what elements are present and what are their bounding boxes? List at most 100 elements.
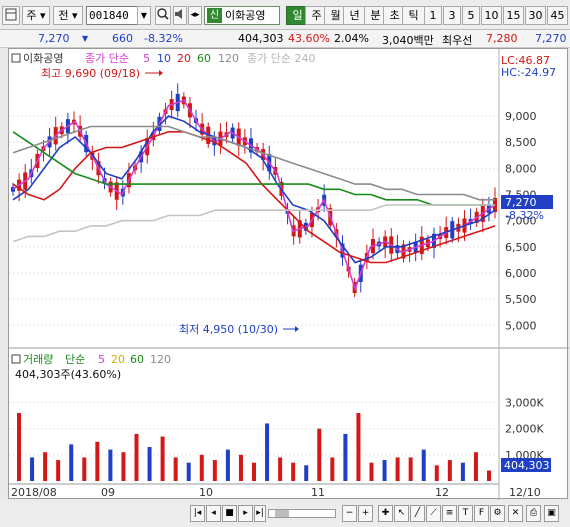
volume-bar	[278, 457, 283, 481]
interval-15[interactable]: 15	[503, 6, 524, 25]
arrow-icon[interactable]: ◂▸	[188, 6, 202, 25]
legend-ma5: 5	[143, 52, 150, 65]
volume-bar	[186, 462, 191, 481]
volume-bar	[382, 460, 387, 481]
scroll-first-icon[interactable]: |◂	[190, 505, 205, 522]
price-tick-label: 5,500	[505, 293, 537, 306]
trade-amount: 3,040백만	[382, 34, 434, 47]
legend-ma-label: 종가 단순	[85, 52, 129, 65]
trend-tool-icon[interactable]: ⟋	[426, 505, 441, 522]
line-tool-icon[interactable]: ╱	[410, 505, 425, 522]
volume-bar	[30, 457, 35, 481]
volume-legend-ma-label: 단순	[65, 353, 85, 366]
price-change: 660	[112, 32, 133, 45]
legend-box-icon[interactable]	[11, 53, 21, 63]
sin-badge: 신	[207, 8, 222, 23]
chart-canvas: 5,0005,5006,0006,5007,0007,5008,0008,500…	[9, 49, 569, 500]
scroll-last-icon[interactable]: ▸|	[254, 505, 266, 522]
settings-icon[interactable]: ⚙	[490, 505, 505, 522]
print-icon[interactable]: ⎙	[526, 505, 541, 522]
search-icon[interactable]	[155, 6, 171, 25]
layout-icon[interactable]	[2, 6, 20, 25]
channel-tool-icon[interactable]: ≡	[442, 505, 457, 522]
volume-bar	[82, 457, 87, 481]
price-tick-label: 8,000	[505, 162, 537, 175]
volume-bar	[421, 449, 426, 481]
legend-ma10: 10	[157, 52, 171, 65]
volume-legend[interactable]: 거래량 단순 5 20 60 120	[11, 353, 171, 366]
volume-legend-ma5: 5	[98, 353, 105, 366]
x-label-dec: 12	[435, 486, 449, 499]
volume-bar	[291, 462, 296, 481]
x-label-last-date: 12/10	[509, 486, 541, 499]
stock-name: 이화공영	[225, 9, 266, 22]
volume-bar	[108, 449, 113, 481]
volume-note: 404,303주(43.60%)	[15, 368, 121, 381]
volume-bar	[369, 462, 374, 481]
price-tick-label: 9,000	[505, 110, 537, 123]
price-change-pct: -8.32%	[144, 32, 183, 45]
interval-1[interactable]: 1	[424, 6, 442, 25]
best-quote-label: 최우선	[442, 34, 473, 47]
legend-stock-name: 이화공영	[23, 52, 63, 65]
volume-legend-box-icon[interactable]	[11, 354, 21, 364]
volume-bar	[225, 449, 230, 481]
price-tick-label: 5,000	[505, 319, 537, 332]
stock-code-input[interactable]: 001840	[86, 6, 150, 25]
volume-bar	[447, 460, 452, 481]
x-label-oct: 10	[199, 486, 213, 499]
chart-navigation-bar: |◂ ◂ ■ ▸ ▸| − + ✚ ↖ ╱ ⟋ ≡ T F ⚙ ✕ ⎙ ▣	[0, 500, 570, 527]
best-bid: 7,270	[535, 32, 567, 45]
volume-bar	[487, 470, 491, 481]
stock-chart[interactable]: 5,0005,5006,0006,5007,0007,5008,0008,500…	[8, 48, 569, 500]
volume-bar	[212, 460, 217, 481]
candles	[11, 83, 497, 298]
cursor-icon[interactable]: ↖	[394, 505, 409, 522]
type-select[interactable]: 전 ▾	[53, 6, 83, 25]
legend-ma20: 20	[177, 52, 191, 65]
interval-10[interactable]: 10	[481, 6, 502, 25]
volume-bar	[147, 447, 152, 481]
market-select[interactable]: 주 ▾	[22, 6, 50, 25]
scroll-stop-icon[interactable]: ■	[222, 505, 237, 522]
low-note: 최저 4,950 (10/30)	[179, 323, 278, 336]
high-arrow-head	[159, 70, 163, 76]
volume-bar	[199, 454, 204, 481]
zoom-out-icon[interactable]: −	[342, 505, 357, 522]
last-volume-tag	[501, 458, 551, 472]
speaker-icon[interactable]	[173, 6, 187, 25]
interval-45[interactable]: 45	[547, 6, 568, 25]
down-arrow-icon: ▼	[82, 34, 89, 43]
period-year[interactable]: 년	[343, 6, 366, 25]
ma-line-60	[12, 131, 495, 206]
save-icon[interactable]: ▣	[544, 505, 559, 522]
legend-ma240: 종가 단순 240	[247, 52, 315, 65]
volume-legend-ma120: 120	[150, 353, 171, 366]
current-price: 7,270	[38, 32, 70, 45]
interval-5[interactable]: 5	[462, 6, 480, 25]
ma-line-10	[12, 115, 496, 264]
volume-bar	[173, 457, 178, 481]
period-tick[interactable]: 틱	[402, 6, 425, 25]
x-axis-labels: 2018/08 09 10 11 12 12/10	[11, 486, 541, 499]
zoom-slider[interactable]	[268, 509, 336, 518]
text-tool-icon[interactable]: T	[458, 505, 473, 522]
ma-line-5	[12, 99, 496, 292]
zoom-slider-thumb[interactable]	[275, 510, 289, 517]
fibonacci-tool-icon[interactable]: F	[474, 505, 489, 522]
erase-tool-icon[interactable]: ✕	[508, 505, 523, 522]
zoom-in-icon[interactable]: +	[358, 505, 373, 522]
volume-bar	[121, 452, 126, 481]
interval-30[interactable]: 30	[525, 6, 546, 25]
volume-bar	[395, 457, 400, 481]
price-legend[interactable]: 이화공영 종가 단순 5 10 20 60 120 종가 단순 240	[11, 52, 315, 65]
last-price-tag	[501, 195, 553, 209]
scroll-prev-icon[interactable]: ◂	[206, 505, 221, 522]
legend-ma120: 120	[218, 52, 239, 65]
scroll-next-icon[interactable]: ▸	[238, 505, 253, 522]
volume-legend-ma20: 20	[111, 353, 125, 366]
x-label-aug: 2018/08	[11, 486, 57, 499]
interval-3[interactable]: 3	[443, 6, 461, 25]
crosshair-icon[interactable]: ✚	[378, 505, 393, 522]
code-dropdown-icon[interactable]: ▼	[137, 6, 151, 25]
